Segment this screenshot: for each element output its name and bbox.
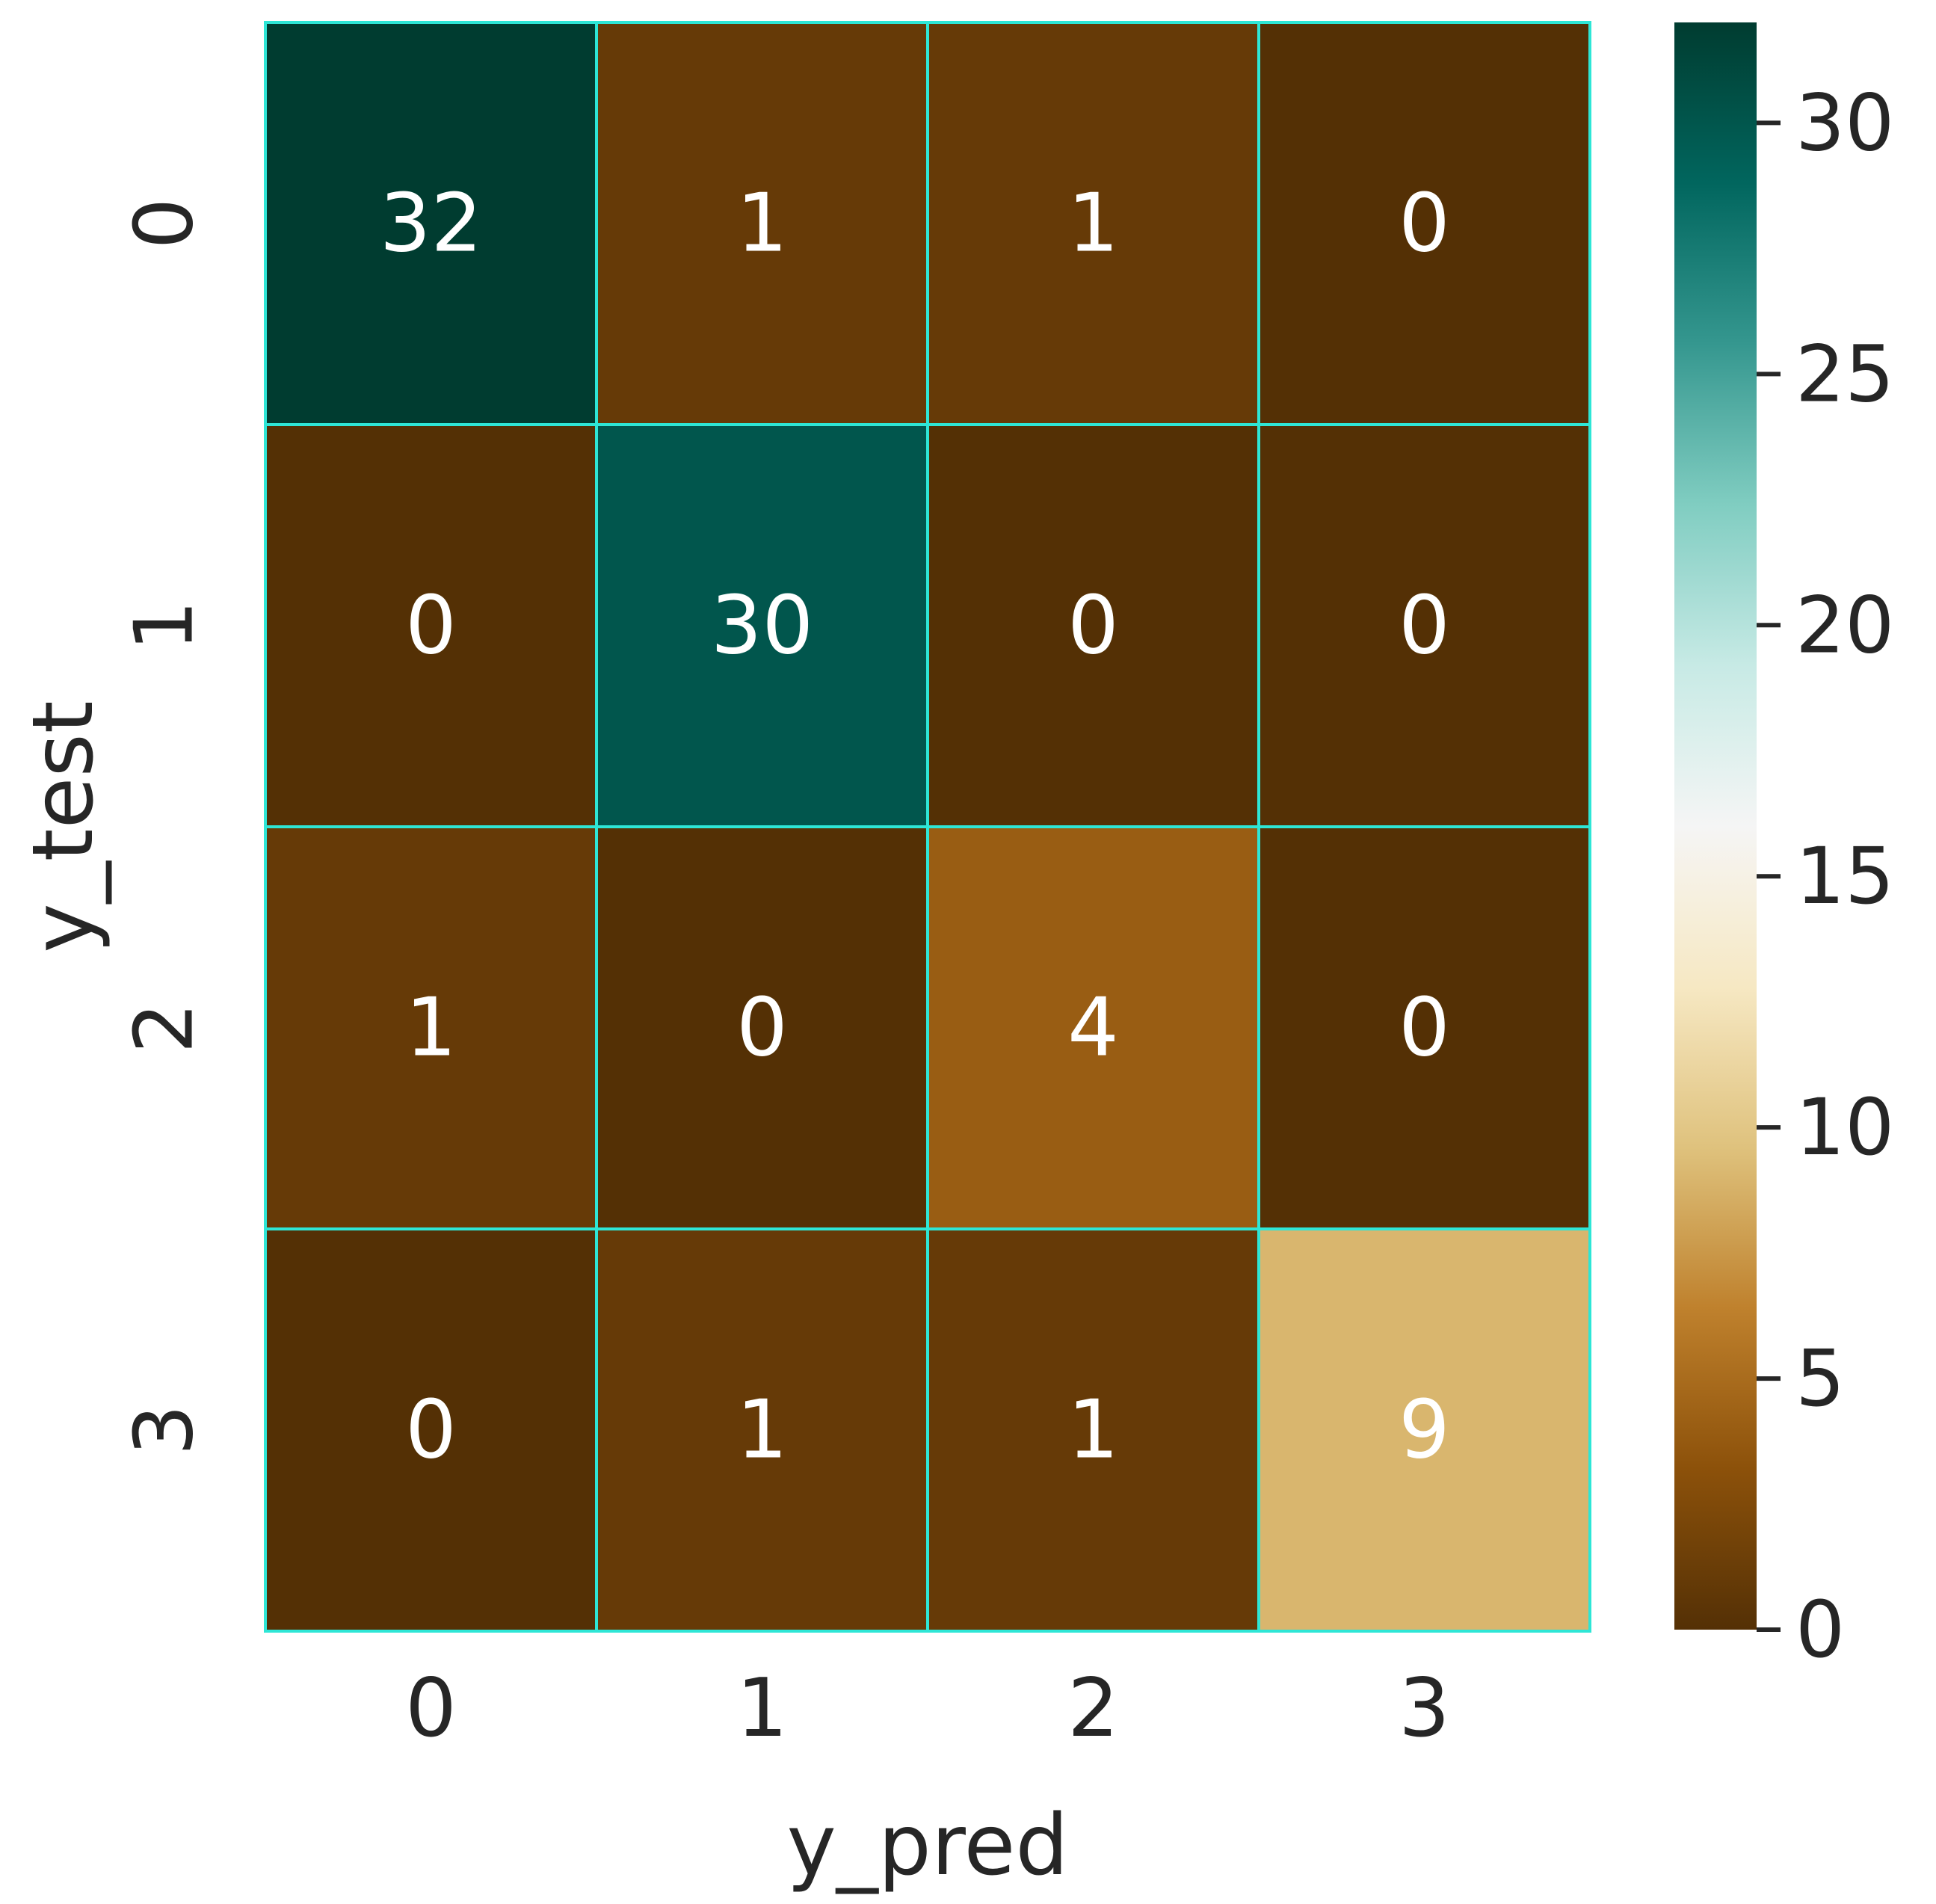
y-axis-label: y_test [15,700,112,952]
cell-value-label: 32 [380,177,482,271]
heatmap-cells [264,21,1591,1633]
cell-value-label: 1 [736,1384,788,1477]
colorbar-tick-label: 20 [1795,579,1894,671]
heatmap-cell [264,21,598,426]
x-tick-label: 1 [736,1662,788,1755]
cell-value-label: 0 [736,982,788,1075]
cell-value-label: 1 [1067,1384,1119,1477]
heatmap-cell [1257,1227,1591,1633]
colorbar-tick-label: 0 [1795,1584,1845,1675]
cell-value-label: 30 [711,579,813,673]
x-axis-tick-labels: 0 1 2 3 [405,1662,1450,1755]
cell-value-label: 0 [1399,177,1450,271]
colorbar-tick-label: 25 [1795,328,1894,419]
x-tick-label: 2 [1067,1662,1119,1755]
y-tick-label: 2 [118,1002,212,1054]
heatmap-cell [595,1227,929,1633]
cell-value-label: 0 [405,579,457,673]
heatmap-cell [1257,423,1591,828]
colorbar-tick-label: 10 [1795,1082,1894,1173]
y-tick-label: 0 [118,198,212,250]
heatmap-cell [595,423,929,828]
cell-value-label: 9 [1399,1384,1450,1477]
heatmap-cell [926,1227,1260,1633]
cell-value-label: 0 [405,1384,457,1477]
cell-value-label: 1 [405,982,457,1075]
colorbar-tick-label: 15 [1795,831,1894,922]
heatmap-cell [1257,21,1591,426]
heatmap-cell [926,21,1260,426]
cell-value-label: 1 [1067,177,1119,271]
cell-value-label: 4 [1067,982,1119,1075]
colorbar-tick-label: 5 [1795,1333,1845,1424]
heatmap-cell [264,1227,598,1633]
cell-value-label: 0 [1067,579,1119,673]
heatmap-cell [595,825,929,1230]
cell-value-label: 0 [1399,982,1450,1075]
cell-value-label: 1 [736,177,788,271]
y-axis-tick-labels: 0 1 2 3 [118,198,212,1456]
heatmap-cell-labels: 32 1 1 0 0 30 0 0 1 0 4 0 0 1 1 9 [380,177,1450,1477]
cell-value-label: 0 [1399,579,1450,673]
colorbar-ticks: 0 5 10 15 20 25 30 [1757,77,1894,1675]
colorbar [1674,22,1757,1630]
heatmap-cell [264,423,598,828]
colorbar-tick-label: 30 [1795,77,1894,168]
y-tick-label: 3 [118,1405,212,1456]
x-axis-label: y_pred [787,1797,1069,1894]
y-tick-label: 1 [118,600,212,652]
x-tick-label: 3 [1399,1662,1450,1755]
x-tick-label: 0 [405,1662,457,1755]
heatmap-cell [1257,825,1591,1230]
heatmap-cell [595,21,929,426]
